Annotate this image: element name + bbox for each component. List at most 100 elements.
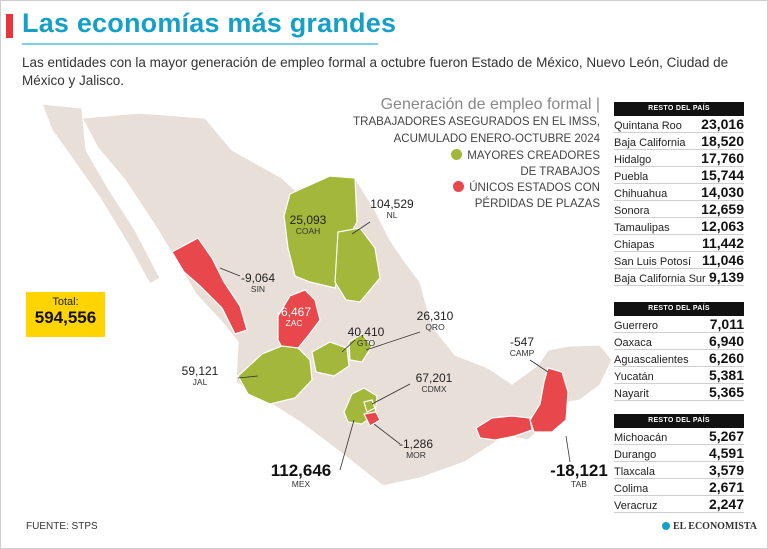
state-name: Sonora [614, 205, 650, 217]
table-row: Hidalgo 17,760 [614, 150, 744, 167]
legend-green-item-2: DE TRABAJOS [520, 166, 600, 178]
state-name: Chihuahua [614, 188, 668, 200]
map-value: 25,093 [289, 213, 327, 227]
table-row: Tamaulipas 12,063 [614, 218, 744, 235]
legend-red-item-2: PÉRDIDAS DE PLAZAS [474, 198, 600, 210]
map-value: -18,121 [550, 461, 608, 480]
table-row: Baja California Sur 9,139 [614, 269, 744, 286]
map-abbr: JAL [192, 377, 208, 387]
state-value: 2,247 [708, 496, 744, 512]
map-abbr: CAMP [509, 348, 535, 358]
map-label-zac: -6,467 ZAC [274, 306, 314, 328]
map-abbr: SIN [250, 284, 266, 294]
table-row: Veracruz 2,247 [614, 496, 744, 513]
state-name: Baja California [614, 137, 686, 149]
state-name: Baja California Sur [614, 273, 706, 285]
state-name: Nayarit [614, 388, 649, 400]
map-label-sin: -9,064 SIN [238, 272, 278, 294]
state-value: 3,579 [708, 462, 744, 478]
table-row: Chihuahua 14,030 [614, 184, 744, 201]
red-dot-icon [453, 181, 465, 192]
legend-title: Generación de empleo formal | [380, 96, 600, 113]
map-value: 26,310 [416, 309, 454, 323]
legend-red-item: ÚNICOS ESTADOS CON [320, 180, 600, 196]
map-label-coah: 25,093 COAH [286, 214, 330, 236]
state-name: Quintana Roo [614, 120, 682, 132]
map-label-cdmx: 67,201 CDMX [412, 372, 456, 394]
state-value: 17,760 [701, 150, 744, 166]
map-label-jal: 59,121 JAL [178, 365, 222, 387]
table-row: Puebla 15,744 [614, 167, 744, 184]
state-value: 18,520 [701, 133, 744, 149]
state-name: Chiapas [614, 239, 655, 251]
state-name: Hidalgo [614, 154, 652, 166]
map-abbr: ZAC [285, 318, 303, 328]
map-abbr: TAB [571, 479, 587, 489]
map-label-mex: 112,646 MEX [266, 462, 336, 489]
map-abbr: MOR [406, 450, 426, 460]
title-accent-bar [6, 14, 13, 38]
map-value: 104,529 [370, 197, 414, 211]
table-row: Yucatán 5,381 [614, 367, 744, 384]
table-row: Nayarit 5,365 [614, 384, 744, 401]
map-value: 40,410 [347, 325, 385, 339]
state-name: Veracruz [614, 500, 658, 512]
table-row: Quintana Roo 23,016 [614, 116, 744, 133]
state-value: 11,046 [701, 252, 744, 268]
state-gto [311, 341, 350, 377]
state-name: Colima [614, 483, 649, 495]
state-value: 2,671 [708, 479, 744, 495]
state-value: 12,063 [701, 218, 744, 234]
state-name: Puebla [614, 171, 649, 183]
state-value: 23,016 [701, 116, 744, 132]
rest-table-2: RESTO DEL PAÍS Guerrero 7,011 Oaxaca 6,940… [614, 302, 744, 401]
map-value: -547 [509, 335, 535, 349]
state-value: 15,744 [701, 167, 744, 183]
page-title: Las economías más grandes [22, 8, 397, 38]
map-abbr: COAH [295, 226, 321, 236]
total-value: 594,556 [34, 308, 97, 327]
table-row: Durango 4,591 [614, 445, 744, 462]
state-value: 9,139 [708, 269, 744, 285]
rest-table-3: RESTO DEL PAÍS Michoacán 5,267 Durango 4,5… [614, 414, 744, 513]
map-label-tab: -18,121 TAB [546, 462, 612, 489]
state-value: 5,381 [708, 367, 744, 383]
map-value: -1,286 [398, 437, 434, 451]
state-name: Tamaulipas [614, 222, 670, 234]
green-dot-icon [451, 149, 463, 160]
baja-peninsula-land [41, 103, 161, 285]
state-name: Durango [614, 449, 657, 461]
table-row: Aguascalientes 6,260 [614, 350, 744, 367]
map-abbr: QRO [425, 322, 445, 332]
map-label-qro: 26,310 QRO [413, 310, 457, 332]
state-name: San Luis Potosí [614, 256, 692, 268]
state-name: Michoacán [614, 432, 668, 444]
state-name: Tlaxcala [614, 466, 655, 478]
legend: Generación de empleo formal | TRABAJADOR… [320, 96, 600, 212]
state-sin [171, 237, 248, 335]
leader-lines [219, 221, 571, 471]
map-label-mor: -1,286 MOR [394, 438, 438, 460]
map-abbr: MEX [291, 479, 311, 489]
table-row: Guerrero 7,011 [614, 316, 744, 333]
state-value: 6,940 [708, 333, 744, 349]
legend-subtitle-1: TRABAJADORES ASEGURADOS EN EL IMSS, [353, 116, 600, 128]
table-row: Sonora 12,659 [614, 201, 744, 218]
state-value: 4,591 [708, 445, 744, 461]
state-qro [348, 333, 373, 363]
state-cdmx [363, 399, 376, 413]
brand-icon [662, 522, 670, 530]
table-row: Michoacán 5,267 [614, 428, 744, 445]
map-label-nl: 104,529 NL [368, 198, 416, 220]
brand-logo: EL ECONOMISTA [662, 521, 757, 532]
map-abbr: GTO [356, 338, 376, 348]
map-value: -9,064 [240, 271, 276, 285]
table-row: Tlaxcala 3,579 [614, 462, 744, 479]
table-header: RESTO DEL PAÍS [614, 302, 744, 316]
state-name: Yucatán [614, 371, 654, 383]
state-value: 5,267 [708, 428, 744, 444]
state-value: 12,659 [701, 201, 744, 217]
table-row: Oaxaca 6,940 [614, 333, 744, 350]
map-value: 59,121 [181, 364, 219, 378]
state-mor [363, 411, 381, 427]
